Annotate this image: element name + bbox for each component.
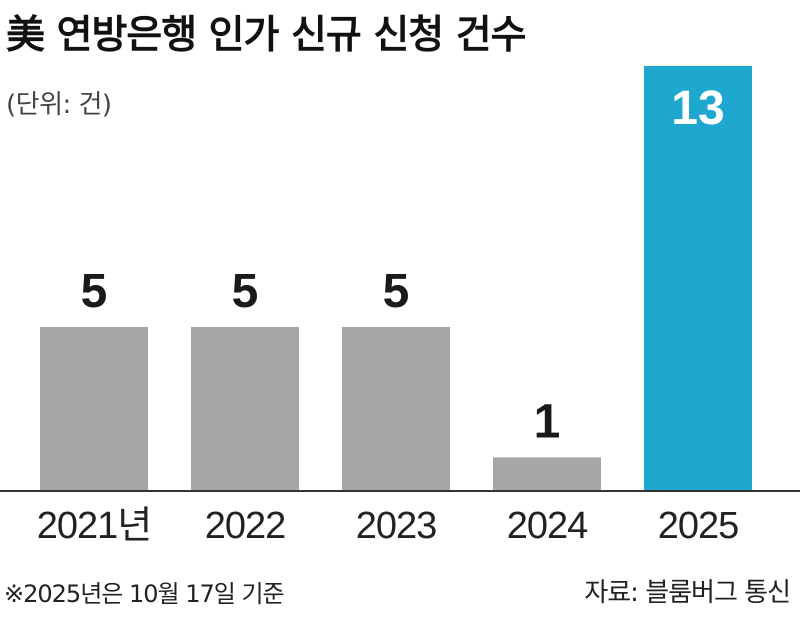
- x-tick-label-2: 2023: [356, 505, 437, 547]
- bar-0: [40, 326, 148, 490]
- bar-chart: 5 2021년 5 2022 5 2023 1 2024 13 2025: [0, 66, 800, 547]
- chart-title: 美 연방은행 인가 신규 신청 건수: [6, 13, 526, 58]
- footnote: ※2025년은 10월 17일 기준: [4, 580, 285, 608]
- x-tick-label-0: 2021년: [37, 505, 152, 547]
- x-tick-label-3: 2024: [507, 505, 588, 547]
- bar-2: [342, 326, 450, 490]
- data-label-4: 13: [671, 82, 724, 135]
- data-label-2: 5: [383, 265, 410, 318]
- x-tick-label-4: 2025: [658, 505, 739, 547]
- data-label-3: 1: [534, 395, 561, 448]
- data-label-1: 5: [232, 265, 259, 318]
- source-credit: 자료: 블룸버그 통신: [584, 578, 791, 608]
- bar-4: [644, 66, 752, 490]
- unit-label: (단위: 건): [6, 90, 112, 120]
- x-tick-label-1: 2022: [205, 505, 286, 547]
- bar-1: [191, 326, 299, 490]
- data-label-0: 5: [81, 265, 108, 318]
- bar-3: [493, 457, 601, 490]
